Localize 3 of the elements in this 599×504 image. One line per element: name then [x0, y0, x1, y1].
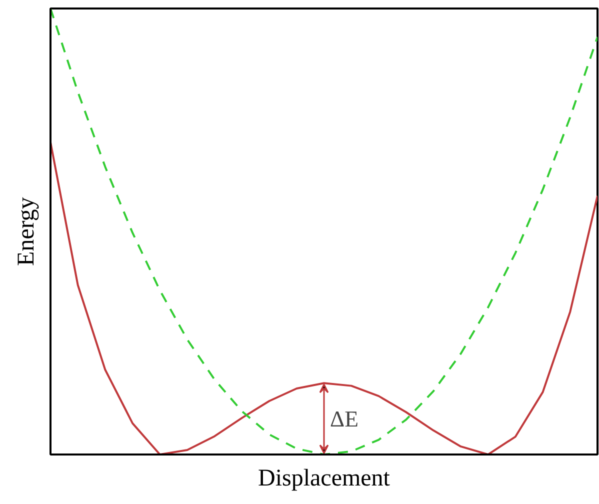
x-axis-title: Displacement	[258, 466, 390, 492]
annotation: ΔE	[330, 406, 358, 432]
y-axis-title: Energy	[14, 197, 40, 266]
